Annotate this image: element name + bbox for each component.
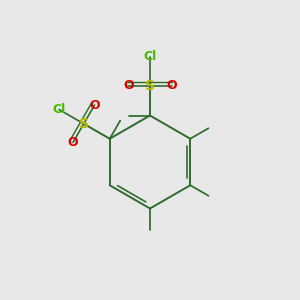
- Text: S: S: [145, 79, 155, 92]
- Text: O: O: [166, 79, 177, 92]
- Text: Cl: Cl: [143, 50, 157, 64]
- Text: S: S: [79, 117, 89, 131]
- Text: O: O: [89, 98, 100, 112]
- Text: Cl: Cl: [52, 103, 66, 116]
- Text: O: O: [68, 136, 78, 149]
- Text: O: O: [123, 79, 134, 92]
